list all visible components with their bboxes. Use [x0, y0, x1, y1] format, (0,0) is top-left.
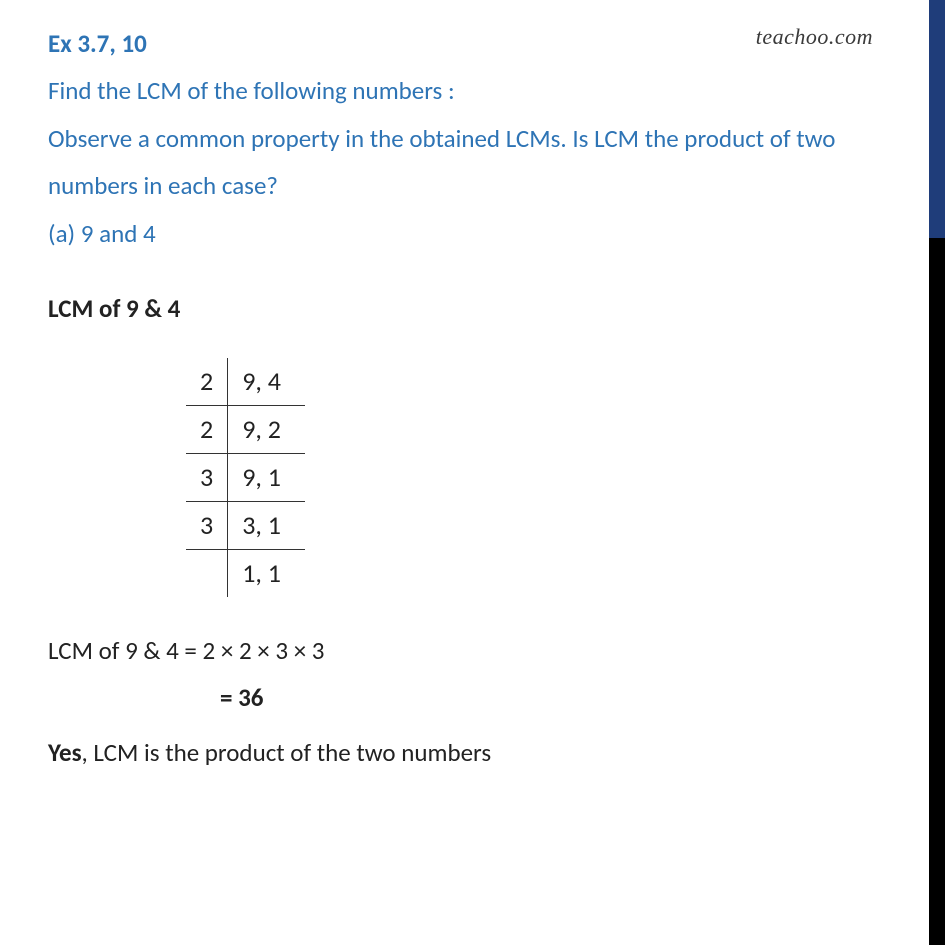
- values-cell: 9, 1: [228, 454, 305, 502]
- values-cell: 9, 2: [228, 406, 305, 454]
- values-cell: 3, 1: [228, 502, 305, 550]
- lcm-calculation: LCM of 9 & 4 = 2 × 2 × 3 × 3: [48, 635, 845, 666]
- divisor-cell: 3: [186, 454, 228, 502]
- division-row: 3 3, 1: [186, 502, 305, 550]
- values-cell: 9, 4: [228, 358, 305, 406]
- exercise-heading: Ex 3.7, 10: [48, 28, 845, 59]
- question-subpart: (a) 9 and 4: [48, 218, 156, 249]
- division-table: 2 9, 4 2 9, 2 3 9, 1 3 3, 1 1, 1: [186, 358, 305, 597]
- watermark-text: teachoo.com: [756, 24, 873, 50]
- conclusion-text: , LCM is the product of the two numbers: [82, 737, 492, 768]
- page: teachoo.com Ex 3.7, 10 Find the LCM of t…: [0, 0, 945, 945]
- divisor-cell: 2: [186, 406, 228, 454]
- right-border-decoration: [893, 0, 945, 945]
- border-white-inset: [893, 0, 929, 945]
- divisor-cell: 3: [186, 502, 228, 550]
- values-cell: 1, 1: [228, 550, 305, 598]
- lcm-subheading: LCM of 9 & 4: [48, 293, 845, 324]
- question-text: Find the LCM of the following numbers :O…: [48, 75, 835, 201]
- conclusion-line: Yes, LCM is the product of the two numbe…: [48, 737, 845, 768]
- divisor-cell: [186, 550, 228, 598]
- division-row: 3 9, 1: [186, 454, 305, 502]
- content-area: Ex 3.7, 10 Find the LCM of the following…: [0, 0, 945, 768]
- division-row: 2 9, 4: [186, 358, 305, 406]
- lcm-result: = 36: [220, 682, 845, 713]
- division-row: 2 9, 2: [186, 406, 305, 454]
- division-row: 1, 1: [186, 550, 305, 598]
- conclusion-emphasis: Yes: [48, 737, 82, 768]
- division-ladder: 2 9, 4 2 9, 2 3 9, 1 3 3, 1 1, 1: [186, 358, 845, 597]
- divisor-cell: 2: [186, 358, 228, 406]
- question-block: Find the LCM of the following numbers :O…: [48, 67, 845, 257]
